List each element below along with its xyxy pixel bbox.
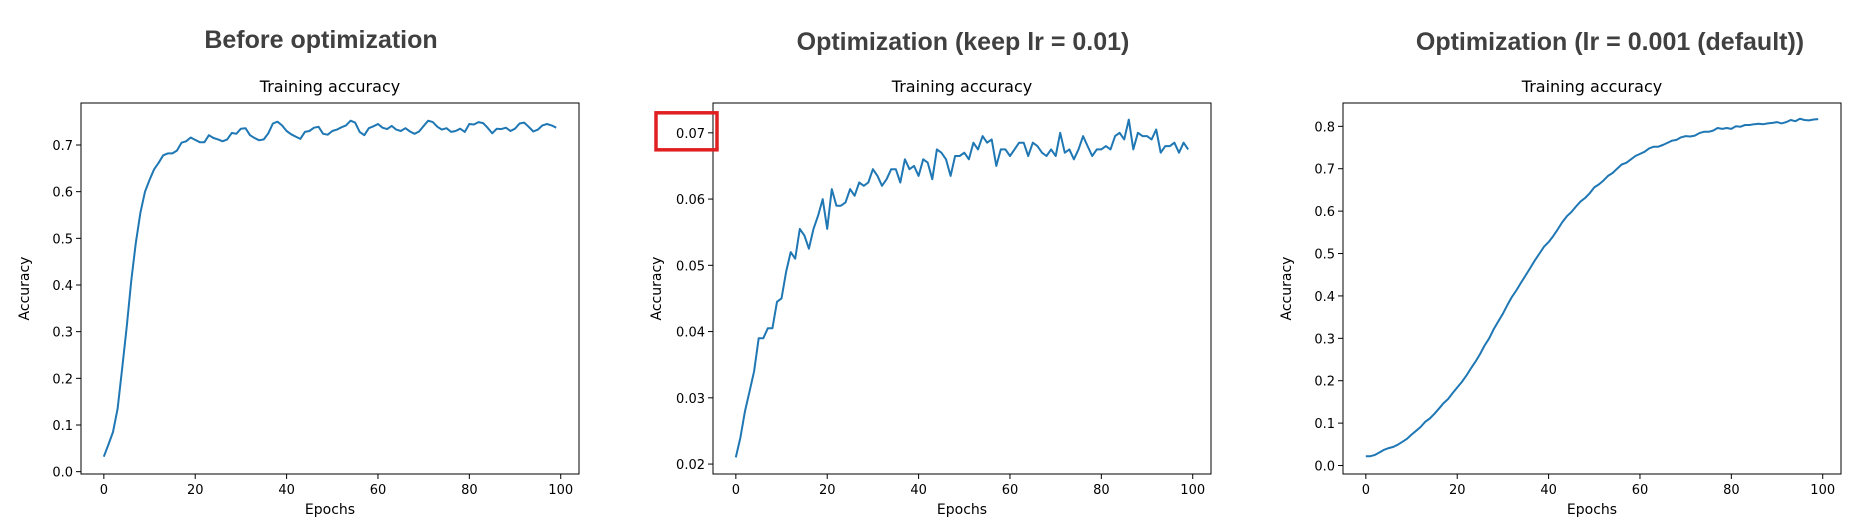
chart2-xtick-label: 80 (1093, 483, 1110, 498)
chart1-ytick-label: 0.4 (52, 279, 73, 294)
chart3-xtick-label: 40 (1540, 483, 1557, 498)
chart1-xtick-label: 0 (100, 483, 108, 498)
chart3-title: Training accuracy (1521, 77, 1662, 96)
chart3-xtick-label: 100 (1810, 483, 1835, 498)
chart1-ytick-label: 0.1 (52, 419, 73, 434)
chart2-ytick-label: 0.06 (676, 193, 705, 208)
chart2-ytick-label: 0.04 (676, 326, 705, 341)
chart3-ytick-label: 0.6 (1314, 205, 1335, 220)
chart3-plot-frame (1342, 102, 1842, 475)
chart2-xtick-label: 60 (1002, 483, 1019, 498)
chart1-title: Training accuracy (259, 77, 400, 96)
chart3-ytick-label: 0.4 (1314, 290, 1335, 305)
chart2-ytick-label: 0.03 (676, 392, 705, 407)
chart2-ylabel: Accuracy (649, 257, 665, 321)
chart3-ylabel: Accuracy (1279, 257, 1295, 321)
chart1-xlabel: Epochs (305, 502, 355, 518)
chart3-ytick-label: 0.8 (1314, 120, 1335, 135)
chart1-series-line (102, 119, 557, 458)
chart1-ytick-label: 0.5 (52, 232, 73, 247)
chart1-ytick-label: 0.0 (52, 466, 73, 481)
panel-title-default-lr: Optimization (lr = 0.001 (default)) (1415, 28, 1805, 56)
chart2-xtick-label: 20 (819, 483, 836, 498)
chart1-ytick-label: 0.7 (52, 139, 73, 154)
chart1-ytick-label: 0.3 (52, 326, 73, 341)
chart1-xtick-label: 60 (370, 483, 387, 498)
chart3-xtick-label: 60 (1632, 483, 1649, 498)
chart1-plot-frame (80, 102, 580, 475)
chart2-xtick-label: 40 (910, 483, 927, 498)
chart1-ylabel: Accuracy (17, 257, 33, 321)
chart3-ytick-label: 0.2 (1314, 375, 1335, 390)
chart2-highlight-box (654, 111, 719, 152)
chart2-title: Training accuracy (891, 77, 1032, 96)
chart2-plot-frame (712, 102, 1212, 475)
chart2-xtick-label: 100 (1180, 483, 1205, 498)
chart1-ytick-label: 0.2 (52, 372, 73, 387)
chart3-ytick-label: 0.0 (1314, 460, 1335, 475)
chart2-ytick-label: 0.05 (676, 259, 705, 274)
chart3-xtick-label: 80 (1723, 483, 1740, 498)
chart3-ytick-label: 0.5 (1314, 248, 1335, 263)
chart2-ytick-label: 0.07 (676, 127, 705, 142)
chart3-ytick-label: 0.1 (1314, 417, 1335, 432)
chart3-xtick-label: 20 (1449, 483, 1466, 498)
chart1-xtick-label: 40 (278, 483, 295, 498)
chart2-ytick-label: 0.02 (676, 458, 705, 473)
chart3-series-line (1365, 117, 1819, 458)
chart3-ytick-label: 0.3 (1314, 332, 1335, 347)
chart2-xlabel: Epochs (937, 502, 987, 518)
chart3-ytick-label: 0.7 (1314, 163, 1335, 178)
chart2-xtick-label: 0 (732, 483, 740, 498)
panel-title-before: Before optimization (204, 26, 438, 54)
chart3-xlabel: Epochs (1567, 502, 1617, 518)
chart1-ytick-label: 0.6 (52, 186, 73, 201)
chart2-series-line (734, 118, 1190, 458)
panel-title-keep-lr: Optimization (keep lr = 0.01) (796, 28, 1130, 56)
chart1-xtick-label: 100 (548, 483, 573, 498)
chart1-xtick-label: 80 (461, 483, 478, 498)
chart3-xtick-label: 0 (1362, 483, 1370, 498)
chart1-xtick-label: 20 (187, 483, 204, 498)
